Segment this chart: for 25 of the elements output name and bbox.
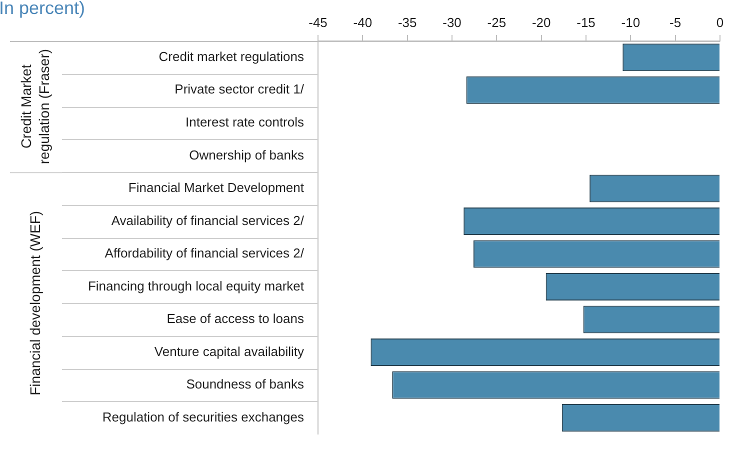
x-tick-label: -30 — [442, 14, 462, 30]
y-tick-label: Ease of access to loans — [166, 311, 304, 326]
x-tick-label: -20 — [532, 14, 551, 30]
x-tick-label: -10 — [621, 14, 640, 30]
y-tick-label: Financing through local equity market — [88, 278, 304, 294]
x-tick-label: -25 — [487, 14, 506, 30]
text: In percent) — [0, 0, 86, 18]
x-tick-label: -40 — [353, 14, 372, 30]
text: Financial development (WEF) — [26, 210, 43, 396]
y-tick-label: Ownership of banks — [189, 147, 304, 162]
y-tick-label: Regulation of securities exchanges — [102, 409, 304, 424]
x-tick-label: -45 — [308, 14, 328, 30]
y-tick-label: Credit market regulations — [158, 48, 304, 64]
x-tick-label: -5 — [670, 14, 682, 30]
y-tick-label: Soundness of banks — [186, 376, 304, 392]
text: Credit Market regulation (Fraser) — [18, 48, 52, 164]
y-tick-label: Interest rate controls — [186, 114, 304, 130]
y-tick-label: Financial Market Development — [128, 180, 304, 196]
x-tick-label: -35 — [398, 14, 417, 30]
y-tick-label: Venture capital availability — [154, 344, 304, 359]
x-tick-label: -15 — [576, 14, 596, 30]
y-tick-label: Affordability of financial services 2/ — [104, 246, 304, 261]
y-tick-label: Availability of financial services 2/ — [111, 212, 304, 228]
x-tick-label: 0 — [716, 14, 724, 30]
y-tick-label: Private sector credit 1/ — [174, 82, 304, 97]
